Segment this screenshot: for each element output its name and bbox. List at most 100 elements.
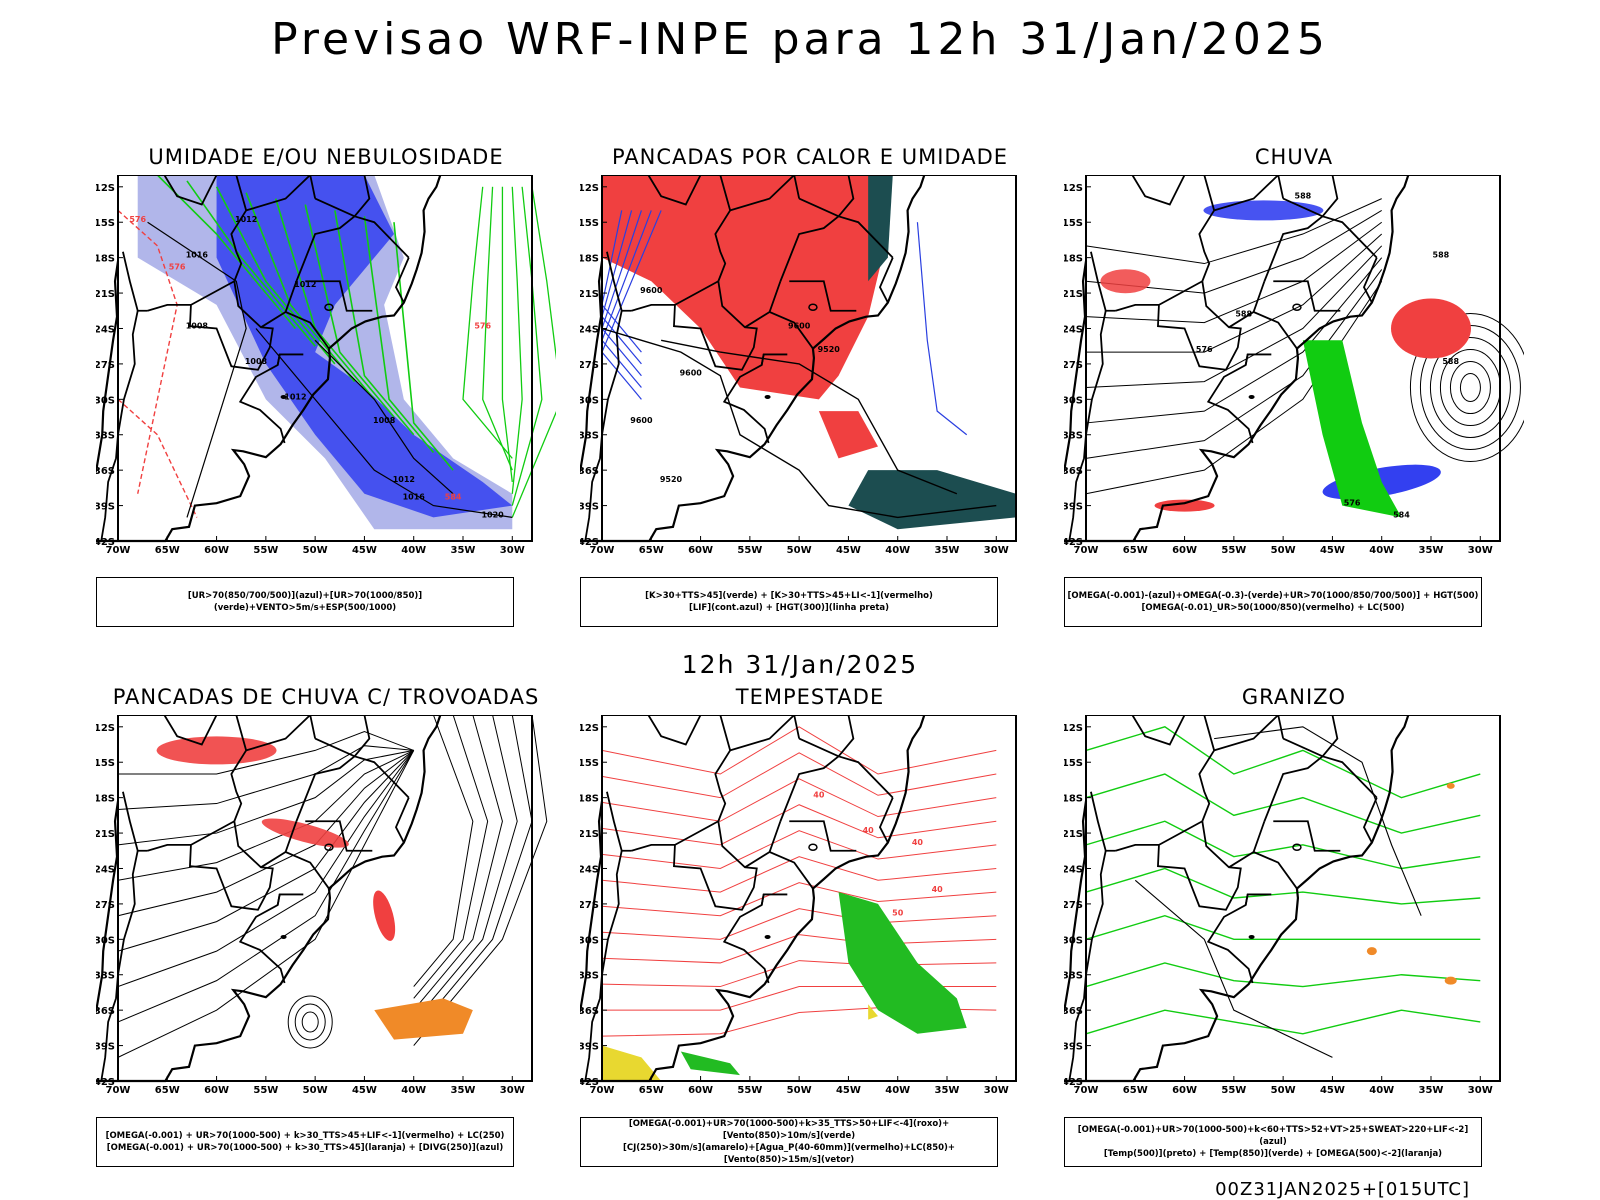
state-border bbox=[1273, 280, 1341, 312]
state-border bbox=[1131, 715, 1186, 746]
lat-tick-label: 27S bbox=[96, 360, 115, 371]
state-border bbox=[779, 215, 840, 282]
lat-tick-label: 12S bbox=[96, 723, 115, 734]
state-border bbox=[1252, 280, 1298, 350]
state-border bbox=[276, 893, 304, 906]
lon-tick-label: 60W bbox=[688, 1085, 713, 1096]
contour-label: 1008 bbox=[186, 321, 209, 330]
state-border bbox=[284, 280, 330, 350]
pw-red-contour bbox=[601, 934, 997, 964]
legend-line: [LIF](cont.azul) + [HGT(300)](linha pret… bbox=[688, 603, 890, 613]
lat-tick-label: 33S bbox=[580, 971, 599, 982]
lat-tick-label: 36S bbox=[1064, 1006, 1083, 1017]
overlay-layer bbox=[117, 175, 556, 530]
contour-label: 584 bbox=[1393, 510, 1410, 519]
state-border bbox=[314, 737, 410, 799]
streamline bbox=[413, 715, 548, 1046]
lon-tick-label: 45W bbox=[836, 545, 861, 556]
map-chuva: 12S 15S 18S 21S 24S 27S 30S 33S 36S 39S 42S 70W 65W 6… bbox=[1064, 175, 1524, 565]
lat-tick-label: 36S bbox=[96, 1006, 115, 1017]
lake-marker bbox=[280, 934, 287, 939]
lat-tick-label: 18S bbox=[1064, 254, 1083, 265]
lon-tick-label: 60W bbox=[688, 545, 713, 556]
state-border bbox=[305, 820, 373, 852]
lon-tick-label: 55W bbox=[1221, 1085, 1246, 1096]
state-border bbox=[122, 791, 148, 852]
contour-label: 576 bbox=[129, 215, 146, 224]
lon-tick-label: 40W bbox=[1369, 1085, 1394, 1096]
legend-line: [UR>70(850/700/500)](azul)+[UR>70(1000/8… bbox=[187, 591, 423, 613]
legend-box: [OMEGA(-0.001)+UR>70(1000-500)+k>35_TTS>… bbox=[580, 1117, 998, 1167]
contour-label: 50 bbox=[892, 909, 904, 918]
contour-label: 1012 bbox=[294, 280, 316, 289]
streamline bbox=[117, 750, 415, 1058]
state-border bbox=[260, 311, 287, 329]
legend-line: [OMEGA(-0.01)_UR>50(1000/850)(vermelho) … bbox=[1141, 603, 1405, 613]
pressure-contour bbox=[147, 221, 247, 518]
plot-frame bbox=[117, 715, 533, 1082]
panel-title: GRANIZO bbox=[1241, 685, 1347, 709]
state-border bbox=[631, 843, 675, 852]
contour-label: 1008 bbox=[373, 416, 396, 425]
state-border bbox=[1282, 737, 1378, 799]
state-border bbox=[309, 715, 317, 739]
rain-red-area bbox=[1391, 298, 1471, 359]
wind-green-area bbox=[680, 1051, 740, 1076]
state-border bbox=[1277, 175, 1285, 199]
map-pancadas-calor: 12S 15S 18S 21S 24S 27S 30S 33S 36S 39S 42S 70W 65W 6… bbox=[580, 175, 1040, 565]
panel-title: UMIDADE E/OU NEBULOSIDADE bbox=[148, 145, 504, 169]
storm-red-area bbox=[373, 890, 396, 941]
state-border bbox=[1244, 353, 1272, 366]
contour-label: 1016 bbox=[186, 251, 209, 260]
state-border bbox=[189, 820, 274, 911]
rain-blue-area bbox=[1203, 200, 1324, 221]
lon-tick-label: 35W bbox=[1419, 545, 1444, 556]
contour-label: 576 bbox=[474, 321, 491, 330]
lon-tick-label: 40W bbox=[885, 1085, 910, 1096]
plot-frame bbox=[117, 175, 533, 542]
humidity-green-contour bbox=[462, 186, 513, 459]
lat-tick-label: 15S bbox=[1064, 758, 1083, 769]
state-border bbox=[760, 353, 788, 366]
humidity-green-contour bbox=[186, 180, 316, 347]
lat-tick-label: 42S bbox=[96, 537, 115, 548]
streamline bbox=[1449, 361, 1491, 415]
legend-line: [CJ(250)>30m/s](amarelo)+[Agua_P(40-60mm… bbox=[622, 1143, 956, 1165]
state-border bbox=[1321, 175, 1339, 217]
pw-red-contour bbox=[601, 804, 997, 846]
lat-tick-label: 36S bbox=[96, 466, 115, 477]
omega-orange-spot bbox=[1446, 782, 1455, 789]
lat-tick-label: 30S bbox=[1064, 935, 1083, 946]
coastline bbox=[1064, 715, 1410, 1083]
humidity-green-contour bbox=[245, 192, 356, 383]
lon-tick-label: 45W bbox=[352, 1085, 377, 1096]
humidity-green-contour bbox=[511, 186, 543, 506]
lat-tick-label: 21S bbox=[96, 829, 115, 840]
contour-label: 9520 bbox=[818, 345, 841, 354]
coastline bbox=[1064, 175, 1410, 543]
humidity-dense-area bbox=[216, 175, 513, 518]
streamline bbox=[117, 750, 415, 917]
lon-tick-label: 55W bbox=[737, 1085, 762, 1096]
panel-title: CHUVA bbox=[1254, 145, 1334, 169]
contour-label: 9600 bbox=[630, 416, 653, 425]
lat-tick-label: 24S bbox=[96, 864, 115, 875]
lon-tick-label: 45W bbox=[352, 545, 377, 556]
pressure-contour bbox=[314, 339, 454, 495]
jet-yellow-area bbox=[868, 1004, 878, 1020]
lat-tick-label: 39S bbox=[1064, 502, 1083, 513]
state-border bbox=[295, 215, 356, 282]
streamline bbox=[117, 749, 414, 846]
state-border bbox=[1362, 797, 1378, 843]
state-border bbox=[1213, 715, 1279, 752]
state-border bbox=[353, 715, 371, 757]
instability-green-area bbox=[848, 470, 1016, 530]
state-border bbox=[1115, 843, 1159, 852]
contour-label: 576 bbox=[1196, 345, 1213, 354]
lat-tick-label: 24S bbox=[1064, 864, 1083, 875]
streamline bbox=[117, 750, 415, 1023]
jet-yellow-area bbox=[602, 1045, 662, 1081]
streamline bbox=[413, 715, 474, 987]
